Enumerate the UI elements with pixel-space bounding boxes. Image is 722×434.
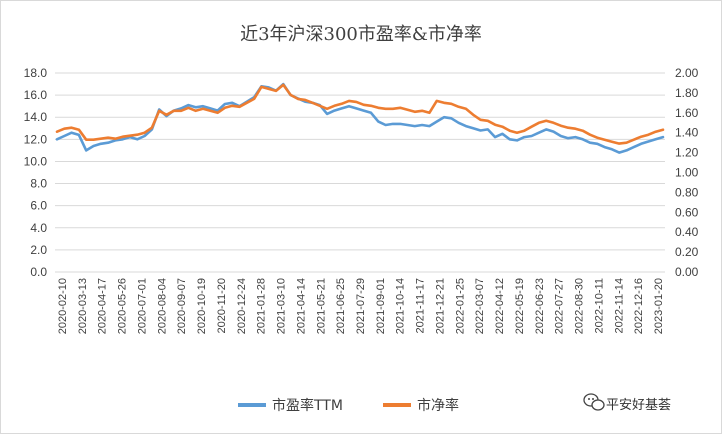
x-tick-label: 2021-06-25 bbox=[335, 278, 347, 334]
gridlines bbox=[55, 72, 665, 273]
x-tick-label: 2021-09-01 bbox=[375, 278, 387, 334]
y-left-tick-label: 6.0 bbox=[30, 199, 47, 213]
wechat-icon bbox=[583, 393, 605, 411]
x-tick-label: 2022-12-16 bbox=[633, 278, 645, 334]
y-left-tick-label: 16.0 bbox=[24, 88, 48, 102]
y-left-tick-label: 0.0 bbox=[30, 265, 47, 279]
y-axis-right: 0.00 0.20 0.40 0.60 0.80 1.00 1.20 1.40 1.60 1.80… bbox=[675, 66, 699, 279]
x-tick-label: 2020-07-01 bbox=[136, 278, 148, 334]
y-right-tick-label: 1.00 bbox=[675, 166, 699, 180]
y-right-tick-label: 1.80 bbox=[675, 86, 699, 100]
x-tick-label: 2022-05-19 bbox=[514, 278, 526, 334]
y-left-tick-label: 14.0 bbox=[24, 110, 48, 124]
x-tick-label: 2020-05-26 bbox=[117, 278, 129, 334]
x-tick-label: 2021-01-28 bbox=[256, 278, 268, 334]
x-tick-label: 2020-09-07 bbox=[176, 278, 188, 334]
y-left-tick-label: 2.0 bbox=[30, 243, 47, 257]
watermark: 平安好基荟 bbox=[583, 393, 671, 413]
x-tick-label: 2022-06-23 bbox=[534, 278, 546, 334]
x-tick-label: 2020-08-04 bbox=[156, 278, 168, 334]
x-tick-label: 2021-12-21 bbox=[434, 278, 446, 334]
x-tick-label: 2020-12-24 bbox=[236, 278, 248, 334]
y-right-tick-label: 0.60 bbox=[675, 205, 699, 219]
y-right-tick-label: 1.20 bbox=[675, 146, 699, 160]
x-tick-label: 2022-04-12 bbox=[494, 278, 506, 334]
x-tick-label: 2023-01-20 bbox=[653, 278, 665, 334]
y-right-tick-label: 2.00 bbox=[675, 66, 699, 80]
chart-title: 近3年沪深300市盈率&市净率 bbox=[240, 24, 482, 45]
x-tick-label: 2022-01-25 bbox=[454, 278, 466, 334]
y-left-tick-label: 4.0 bbox=[30, 221, 47, 235]
series-line-1 bbox=[55, 83, 665, 145]
legend-label: 市盈率TTM bbox=[272, 397, 343, 414]
y-left-tick-label: 12.0 bbox=[24, 132, 48, 146]
y-right-tick-label: 0.80 bbox=[675, 185, 699, 199]
x-tick-label: 2020-11-20 bbox=[216, 278, 228, 333]
x-tick-label: 2021-11-17 bbox=[415, 278, 427, 333]
y-right-tick-label: 1.40 bbox=[675, 126, 699, 140]
x-tick-label: 2021-04-14 bbox=[295, 278, 307, 334]
y-right-tick-label: 1.60 bbox=[675, 106, 699, 120]
x-tick-label: 2021-07-29 bbox=[355, 278, 367, 334]
x-tick-label: 2020-02-10 bbox=[57, 278, 69, 334]
x-tick-label: 2022-03-07 bbox=[474, 278, 486, 334]
y-right-tick-label: 0.20 bbox=[675, 245, 699, 259]
x-tick-label: 2020-03-13 bbox=[77, 278, 89, 334]
x-tick-label: 2022-08-30 bbox=[574, 278, 586, 334]
x-tick-label: 2021-05-21 bbox=[315, 278, 327, 334]
series-lines bbox=[55, 82, 665, 154]
x-tick-label: 2022-10-11 bbox=[593, 278, 605, 333]
y-left-tick-label: 10.0 bbox=[24, 154, 48, 168]
x-tick-label: 2020-04-17 bbox=[97, 278, 109, 334]
y-left-tick-label: 18.0 bbox=[24, 66, 48, 80]
x-tick-label: 2021-10-14 bbox=[395, 278, 407, 334]
watermark-text: 平安好基荟 bbox=[606, 398, 671, 413]
y-right-tick-label: 0.40 bbox=[675, 225, 699, 239]
x-tick-label: 2020-10-19 bbox=[196, 278, 208, 334]
y-right-tick-label: 0.00 bbox=[675, 265, 699, 279]
y-left-tick-label: 8.0 bbox=[30, 177, 47, 191]
legend-label: 市净率 bbox=[417, 397, 459, 414]
x-tick-label: 2022-11-14 bbox=[613, 278, 625, 333]
legend: 市盈率TTM 市净率 bbox=[238, 397, 459, 414]
y-axis-left: 0.0 2.0 4.0 6.0 8.0 10.0 12.0 14.0 16.0 18.0 bbox=[24, 66, 48, 279]
x-axis: 2020-02-10 2020-03-13 2020-04-17 2020-05-26… bbox=[57, 278, 665, 334]
x-tick-label: 2021-03-10 bbox=[276, 278, 288, 334]
x-tick-label: 2022-07-27 bbox=[554, 278, 566, 334]
